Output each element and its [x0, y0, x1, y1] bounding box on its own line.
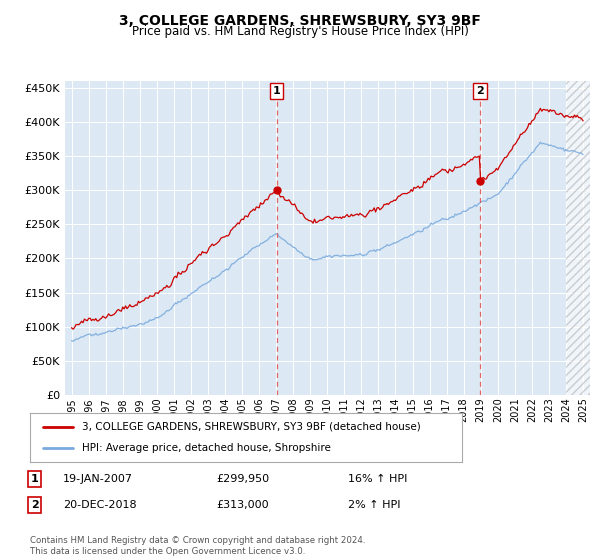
Text: Price paid vs. HM Land Registry's House Price Index (HPI): Price paid vs. HM Land Registry's House …	[131, 25, 469, 38]
Text: 1: 1	[31, 474, 38, 484]
Text: 19-JAN-2007: 19-JAN-2007	[63, 474, 133, 484]
Text: HPI: Average price, detached house, Shropshire: HPI: Average price, detached house, Shro…	[82, 443, 331, 453]
Text: £313,000: £313,000	[216, 500, 269, 510]
Text: 1: 1	[273, 86, 281, 96]
Text: 3, COLLEGE GARDENS, SHREWSBURY, SY3 9BF: 3, COLLEGE GARDENS, SHREWSBURY, SY3 9BF	[119, 14, 481, 28]
Text: 2: 2	[476, 86, 484, 96]
Text: 16% ↑ HPI: 16% ↑ HPI	[348, 474, 407, 484]
Text: 2: 2	[31, 500, 38, 510]
Text: 20-DEC-2018: 20-DEC-2018	[63, 500, 137, 510]
Text: Contains HM Land Registry data © Crown copyright and database right 2024.
This d: Contains HM Land Registry data © Crown c…	[30, 536, 365, 556]
Bar	[566, 81, 600, 395]
Text: £299,950: £299,950	[216, 474, 269, 484]
Text: 2% ↑ HPI: 2% ↑ HPI	[348, 500, 401, 510]
Text: 3, COLLEGE GARDENS, SHREWSBURY, SY3 9BF (detached house): 3, COLLEGE GARDENS, SHREWSBURY, SY3 9BF …	[82, 422, 421, 432]
